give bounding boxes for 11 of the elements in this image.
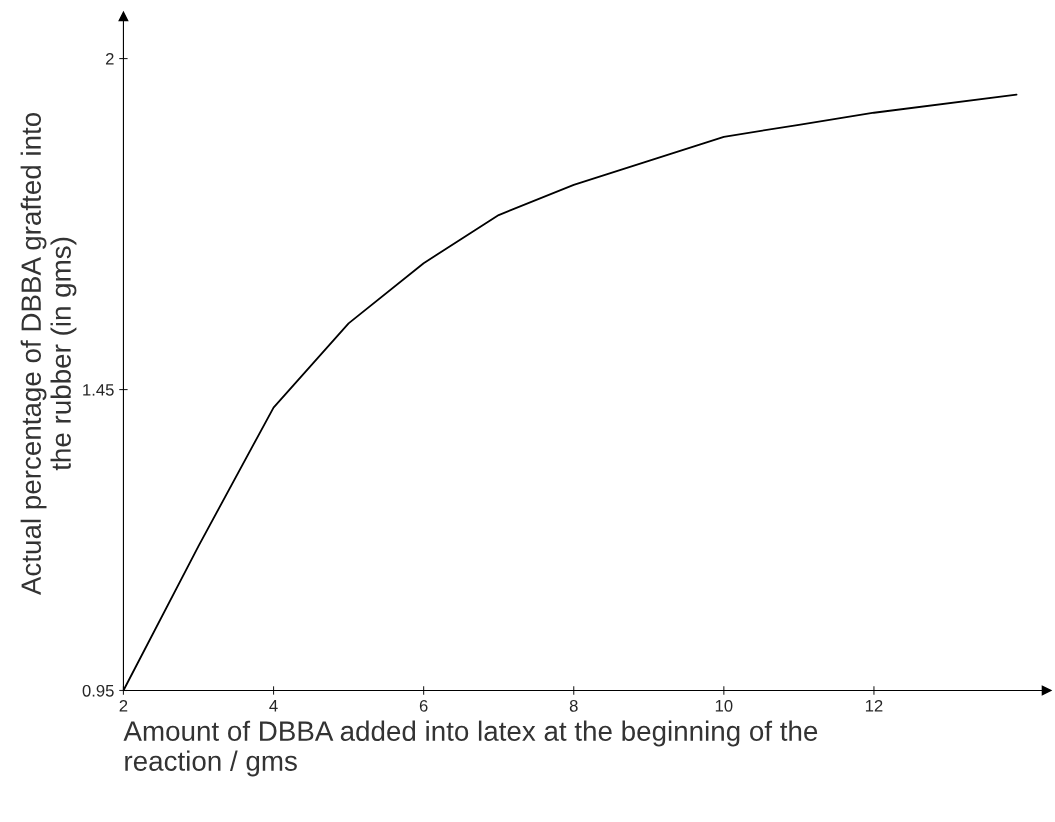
y-axis-title: Actual percentage of DBBA grafted into the rubber (in gms) <box>20 112 77 596</box>
x-tick-label: 6 <box>419 699 428 712</box>
y-tick-label: 2 <box>105 52 114 65</box>
x-axis-title: Amount of DBBA added into latex at the beginning of the reaction / gms <box>123 720 818 777</box>
y-tick-label: 0.95 <box>82 684 114 697</box>
x-tick-label: 10 <box>715 699 733 712</box>
x-tick-label: 2 <box>119 699 128 712</box>
y-tick-label: 1.45 <box>83 384 114 396</box>
x-tick-label: 12 <box>865 699 883 712</box>
x-tick-label: 8 <box>569 699 578 712</box>
x-tick-label: 4 <box>269 700 278 712</box>
